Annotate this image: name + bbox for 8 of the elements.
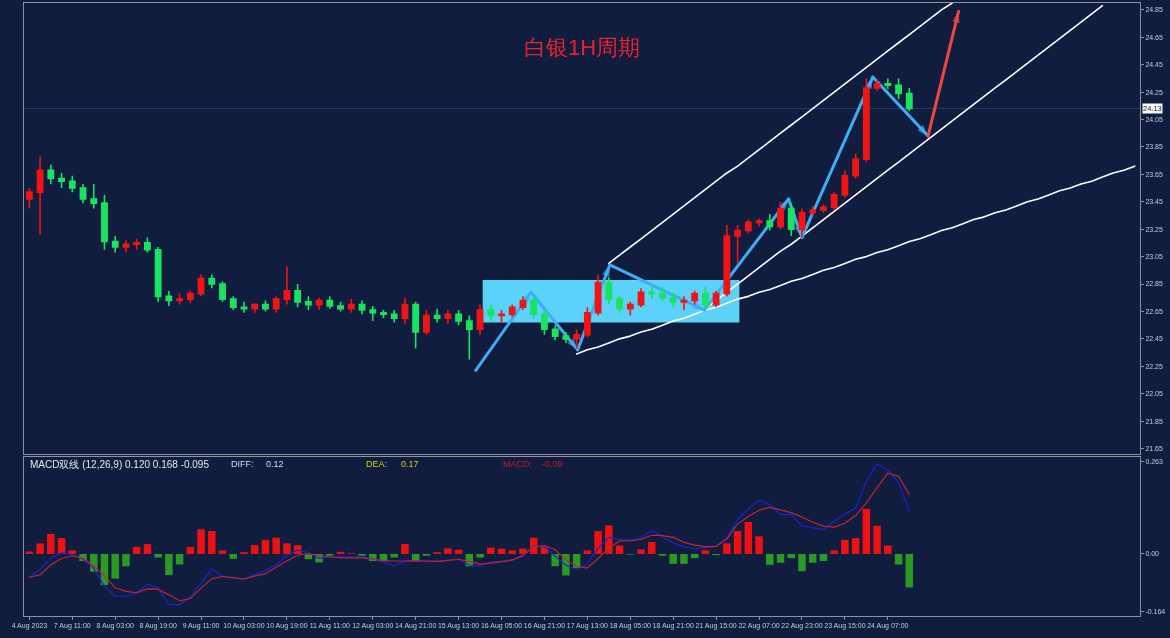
annotation: DIFF: xyxy=(231,459,254,469)
text: 白银1H周期 xyxy=(523,34,641,60)
annotation: DEA: xyxy=(366,459,388,469)
annotation: -0.09 xyxy=(542,459,563,469)
annotation: 0.12 xyxy=(266,459,284,469)
annotation: MACD双线 (12,26,9) 0.120 0.168 -0.095 xyxy=(30,459,210,470)
annotation: 0.17 xyxy=(401,459,419,469)
annotation: MACD: xyxy=(503,459,532,469)
